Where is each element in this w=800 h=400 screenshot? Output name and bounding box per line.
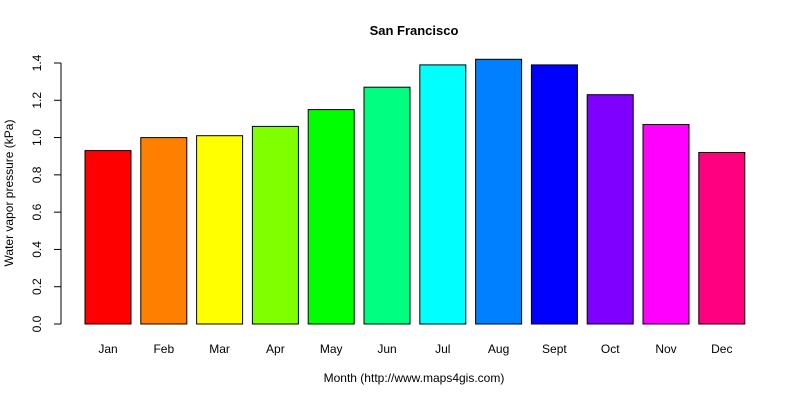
bar-may: [307, 109, 355, 325]
bar-aug: [475, 58, 523, 325]
x-tick-label: Feb: [153, 342, 174, 356]
x-tick-labels: Jan Feb Mar Apr May Jun Jul Aug Sept Oct Nov Dec: [98, 342, 732, 356]
bar-jun: [363, 86, 411, 325]
bar-mar: [196, 135, 244, 325]
x-tick-label: Apr: [266, 342, 285, 356]
y-tick-label: 1.4: [30, 54, 44, 71]
x-tick-label: Jul: [435, 342, 450, 356]
y-axis: 0.0 0.2 0.4 0.6 0.8 1.0 1.2 1.4: [30, 54, 62, 332]
y-tick-label: 0.8: [30, 166, 44, 183]
x-tick-label: Mar: [209, 342, 230, 356]
y-tick-label: 1.2: [30, 92, 44, 109]
x-tick-label: Sept: [542, 342, 567, 356]
bar-nov: [642, 124, 690, 325]
x-tick-label: Jun: [377, 342, 396, 356]
y-tick-label: 0.6: [30, 203, 44, 220]
x-tick-label: Jan: [98, 342, 117, 356]
x-tick-label: Nov: [655, 342, 676, 356]
bar-oct: [586, 94, 634, 325]
bars-group: [84, 58, 746, 325]
x-axis-label: Month (http://www.maps4gis.com): [324, 371, 505, 385]
y-tick-label: 0.0: [30, 315, 44, 332]
x-tick-label: May: [320, 342, 343, 356]
x-tick-label: Dec: [711, 342, 732, 356]
bar-dec: [698, 152, 746, 325]
x-tick-label: Oct: [601, 342, 620, 356]
y-axis-label: Water vapor pressure (kPa): [2, 120, 16, 267]
y-tick-label: 0.2: [30, 278, 44, 295]
y-tick-label: 1.0: [30, 129, 44, 146]
bar-jul: [419, 64, 467, 325]
x-tick-label: Aug: [488, 342, 509, 356]
bar-apr: [251, 125, 299, 325]
chart-title: San Francisco: [370, 23, 459, 38]
bar-jan: [84, 150, 132, 325]
bar-feb: [140, 137, 188, 325]
bar-sept: [530, 64, 578, 325]
y-tick-label: 0.4: [30, 241, 44, 258]
